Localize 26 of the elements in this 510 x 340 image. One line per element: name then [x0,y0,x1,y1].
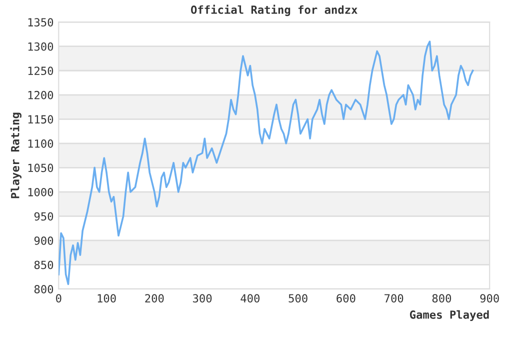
y-tick-label: 1050 [28,164,54,172]
x-tick-label: 200 [145,294,164,303]
y-tick-label: 800 [34,285,54,294]
x-tick-label: 100 [98,294,116,303]
y-tick-label: 1100 [28,139,54,148]
x-tick-label: 800 [432,294,452,303]
x-tick-label: 600 [336,294,356,303]
y-tick-label: 1000 [28,188,54,196]
y-tick-label: 950 [34,212,54,221]
y-tick-label: 1250 [28,66,54,76]
y-tick-label: 1300 [28,42,54,51]
y-tick-label: 1350 [28,18,54,27]
y-tick-label: 900 [34,236,54,245]
x-tick-label: 900 [480,294,499,303]
y-tick-label: 1150 [28,115,54,124]
x-tick-label: 700 [384,294,404,303]
x-tick-label: 500 [288,294,308,303]
x-axis-title: Games Played [410,310,489,321]
y-tick-label: 850 [34,260,54,270]
x-tick-label: 0 [56,294,62,303]
x-tick-label: 400 [240,294,260,303]
y-tick-label: 1200 [28,90,54,100]
line-series [58,40,474,286]
x-tick-label: 300 [193,294,212,303]
chart-title: Official Rating for andzx [191,4,358,16]
y-axis-title: Player Rating [10,112,22,198]
